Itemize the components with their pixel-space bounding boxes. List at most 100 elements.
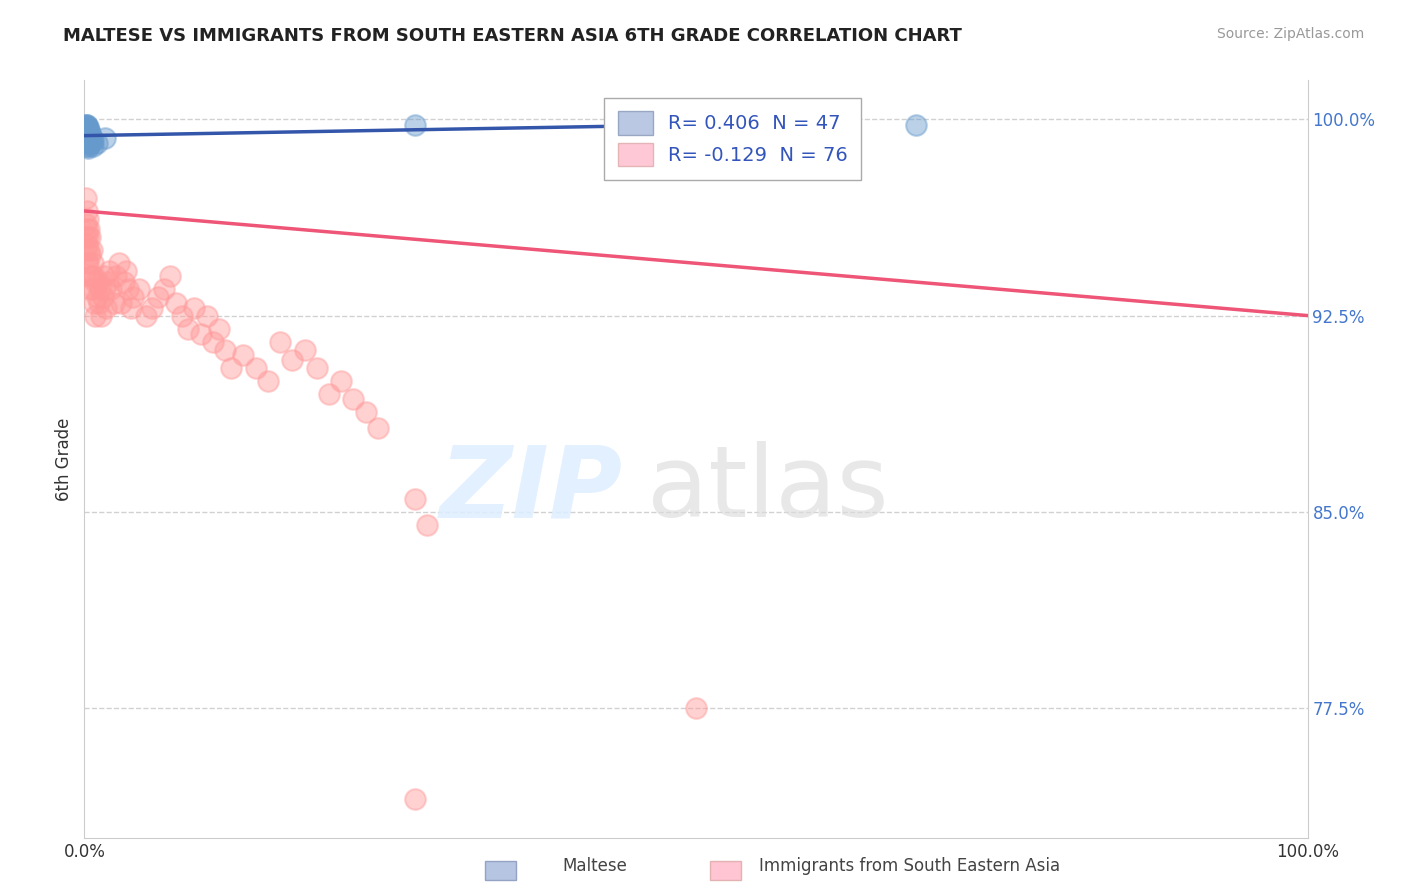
Point: [76, 128, 98, 143]
Point: [79, 126, 101, 140]
Point: [77, 269, 100, 284]
Point: [77, 211, 100, 226]
Point: [342, 392, 364, 407]
Point: [76, 256, 98, 270]
Point: [91, 290, 114, 304]
Point: [77, 222, 100, 236]
Point: [84, 275, 107, 289]
Point: [77, 244, 100, 258]
Point: [77, 126, 100, 140]
Point: [77, 130, 100, 145]
Point: [153, 282, 176, 296]
Point: [94, 282, 117, 296]
Point: [281, 353, 304, 368]
Point: [107, 256, 129, 270]
Point: [905, 118, 928, 132]
Point: [105, 269, 128, 284]
Text: Source: ZipAtlas.com: Source: ZipAtlas.com: [1216, 27, 1364, 41]
Point: [110, 295, 132, 310]
Point: [122, 290, 145, 304]
Y-axis label: 6th Grade: 6th Grade: [55, 417, 73, 501]
Point: [82, 256, 104, 270]
Point: [128, 282, 150, 296]
Point: [82, 282, 104, 296]
Point: [77, 123, 100, 137]
Point: [305, 360, 328, 375]
Text: Maltese: Maltese: [562, 856, 627, 874]
Point: [183, 301, 205, 315]
Point: [83, 295, 105, 310]
Point: [648, 115, 671, 129]
Point: [79, 230, 101, 244]
Point: [96, 301, 118, 315]
Point: [84, 309, 107, 323]
Point: [115, 264, 138, 278]
Point: [76, 238, 98, 252]
Point: [75, 126, 97, 140]
Point: [294, 343, 316, 357]
Point: [76, 133, 98, 147]
Point: [172, 309, 194, 323]
Point: [404, 491, 426, 506]
Point: [135, 309, 157, 323]
Point: [208, 321, 231, 335]
Point: [77, 128, 100, 143]
Point: [76, 136, 98, 150]
Point: [75, 118, 97, 132]
Point: [80, 269, 103, 284]
Point: [79, 248, 101, 262]
Point: [177, 321, 200, 335]
Point: [87, 295, 110, 310]
Point: [79, 130, 101, 145]
Point: [100, 282, 122, 296]
Point: [77, 123, 100, 137]
Legend: R= 0.406  N = 47, R= -0.129  N = 76: R= 0.406 N = 47, R= -0.129 N = 76: [605, 97, 862, 180]
Point: [79, 282, 101, 296]
Point: [77, 230, 100, 244]
Point: [77, 256, 100, 270]
Point: [76, 118, 98, 132]
Point: [75, 130, 97, 145]
Point: [97, 275, 120, 289]
Point: [80, 244, 103, 258]
Point: [195, 309, 218, 323]
Point: [269, 334, 291, 349]
Point: [75, 217, 97, 231]
Point: [75, 120, 97, 135]
Point: [685, 700, 707, 714]
Text: Immigrants from South Eastern Asia: Immigrants from South Eastern Asia: [759, 856, 1060, 874]
Point: [75, 191, 97, 205]
Point: [76, 204, 98, 219]
Point: [77, 136, 100, 150]
Point: [219, 360, 242, 375]
Point: [146, 290, 169, 304]
Text: atlas: atlas: [647, 442, 889, 538]
Point: [75, 123, 97, 137]
Point: [76, 126, 98, 140]
Point: [257, 374, 280, 388]
Point: [330, 374, 353, 388]
Point: [214, 343, 236, 357]
Point: [75, 123, 97, 137]
Point: [404, 792, 426, 806]
Point: [117, 282, 139, 296]
Point: [165, 295, 187, 310]
Point: [76, 120, 98, 135]
Point: [367, 421, 389, 435]
Point: [97, 264, 120, 278]
Point: [77, 126, 100, 140]
Point: [76, 138, 98, 153]
Point: [245, 360, 267, 375]
Point: [89, 282, 111, 296]
Point: [120, 301, 142, 315]
Point: [75, 118, 97, 132]
Point: [416, 517, 439, 532]
Point: [77, 133, 100, 147]
Point: [75, 130, 97, 145]
Text: ZIP: ZIP: [440, 442, 623, 538]
Point: [86, 136, 108, 150]
Point: [232, 348, 254, 362]
Text: MALTESE VS IMMIGRANTS FROM SOUTH EASTERN ASIA 6TH GRADE CORRELATION CHART: MALTESE VS IMMIGRANTS FROM SOUTH EASTERN…: [63, 27, 962, 45]
Point: [77, 133, 100, 147]
Point: [79, 136, 101, 150]
